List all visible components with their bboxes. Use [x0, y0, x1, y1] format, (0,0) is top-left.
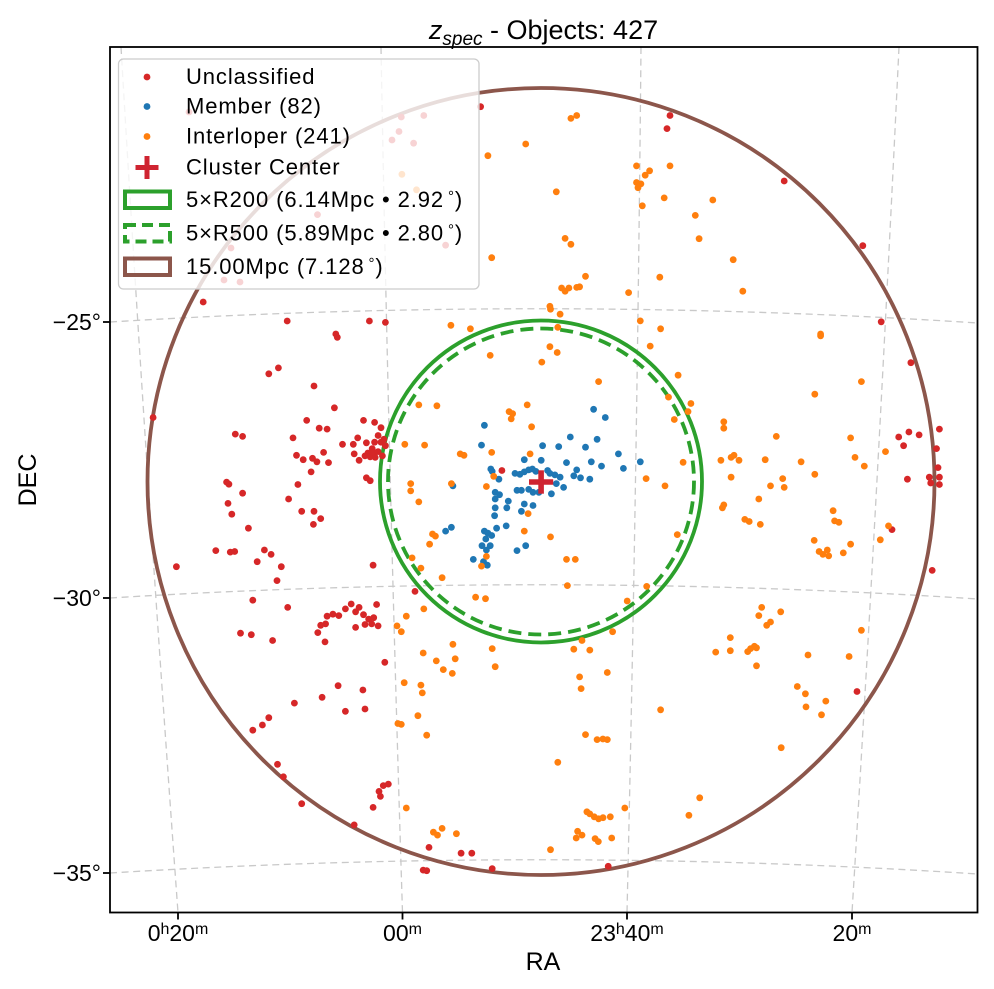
- svg-text:DEC: DEC: [14, 454, 42, 507]
- svg-text:5×R200 (6.14Mpc • 2.92 °): 5×R200 (6.14Mpc • 2.92 °): [186, 187, 463, 212]
- svg-text:zspec - Objects: 427: zspec - Objects: 427: [428, 15, 658, 50]
- svg-text:Member (82): Member (82): [186, 94, 322, 119]
- svg-text:Interloper (241): Interloper (241): [186, 124, 351, 149]
- svg-text:−30°: −30°: [53, 585, 101, 611]
- svg-text:20m​: 20m​: [833, 920, 872, 946]
- svg-text:00m​: 00m​: [383, 920, 422, 946]
- svg-text:Cluster Center: Cluster Center: [186, 155, 340, 180]
- svg-text:15.00Mpc (7.128 °): 15.00Mpc (7.128 °): [186, 254, 384, 279]
- svg-text:23h​40m​: 23h​40m​: [590, 920, 663, 946]
- svg-text:5×R500 (5.89Mpc • 2.80 °): 5×R500 (5.89Mpc • 2.80 °): [186, 221, 463, 246]
- svg-text:0h​20m​: 0h​20m​: [148, 920, 209, 946]
- svg-text:RA: RA: [526, 948, 561, 976]
- svg-text:−25°: −25°: [53, 309, 101, 335]
- svg-text:−35°: −35°: [53, 860, 101, 886]
- svg-text:Unclassified: Unclassified: [186, 64, 315, 89]
